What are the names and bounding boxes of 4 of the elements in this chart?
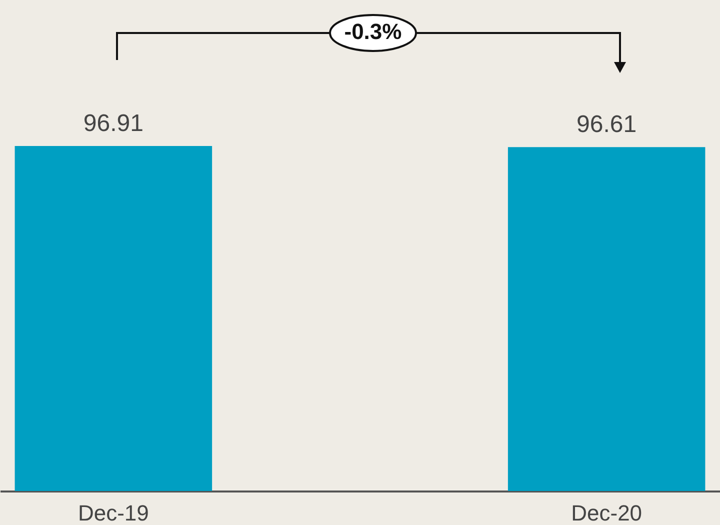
data-label: 96.91 — [83, 110, 144, 137]
data-label: 96.61 — [576, 111, 637, 138]
x-tick-label: Dec-20 — [571, 500, 642, 525]
x-tick-label: Dec-19 — [78, 500, 149, 525]
